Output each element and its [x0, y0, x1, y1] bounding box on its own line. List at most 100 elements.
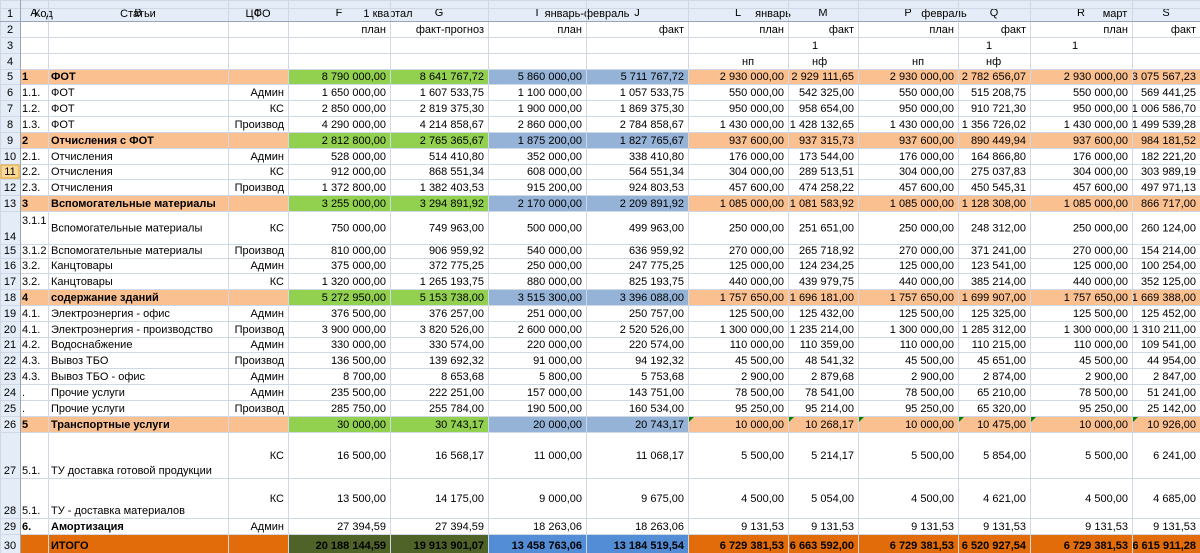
error-indicator-icon[interactable]	[959, 417, 964, 422]
cell-code: .	[22, 387, 25, 399]
row-header-14[interactable]: 14	[4, 231, 16, 243]
row-header-9[interactable]: 9	[7, 135, 13, 147]
row-header-26[interactable]: 26	[4, 419, 16, 431]
row-header-20[interactable]: 20	[4, 324, 16, 336]
cell-code: 5.1.	[22, 465, 40, 477]
cell-value: 915 200,00	[527, 182, 582, 194]
total-q1-fill	[288, 534, 488, 553]
row-header-1[interactable]: 1	[7, 8, 13, 20]
cell-value: 125 000,00	[1073, 260, 1128, 272]
error-indicator-icon[interactable]	[1133, 417, 1138, 422]
column-header-Q[interactable]: Q	[990, 7, 999, 19]
row-header-10[interactable]: 10	[4, 151, 16, 163]
error-indicator-icon[interactable]	[689, 417, 694, 422]
group-q1-fill	[288, 69, 488, 84]
header-fact: факт	[829, 24, 854, 36]
cell-value: 13 500,00	[337, 493, 386, 505]
cell-value: 95 250,00	[905, 403, 954, 415]
row-header-23[interactable]: 23	[4, 371, 16, 383]
column-header-I[interactable]: I	[535, 7, 538, 19]
error-indicator-icon[interactable]	[1031, 417, 1036, 422]
row-header-5[interactable]: 5	[7, 71, 13, 83]
cell-value: 1 428 132,65	[790, 119, 854, 131]
column-header-R[interactable]: R	[1077, 7, 1085, 19]
cell-value: 372 775,25	[429, 260, 484, 272]
cell-value: 220 574,00	[629, 339, 684, 351]
row-header-17[interactable]: 17	[4, 276, 16, 288]
cell-value: 1 300 000,00	[1064, 324, 1128, 336]
row-header-13[interactable]: 13	[4, 198, 16, 210]
column-header-C[interactable]: C	[254, 7, 262, 19]
group-months-fill	[688, 289, 1200, 305]
row-header-25[interactable]: 25	[4, 403, 16, 415]
row-header-19[interactable]: 19	[4, 308, 16, 320]
row-header-6[interactable]: 6	[7, 87, 13, 99]
cell-value: 1 430 000,00	[890, 119, 954, 131]
column-header-P[interactable]: P	[904, 7, 911, 19]
cell-value: 450 545,31	[971, 182, 1026, 194]
cell-value: 2 930 000,00	[890, 71, 954, 83]
column-header-A[interactable]: A	[30, 7, 38, 19]
row-header-27[interactable]: 27	[4, 465, 16, 477]
row-header-30[interactable]: 30	[4, 540, 16, 552]
column-header-J[interactable]: J	[634, 7, 640, 19]
row-header-2[interactable]: 2	[7, 24, 13, 36]
cell-value: 550 000,00	[729, 87, 784, 99]
cell-value: 9 131,53	[911, 521, 954, 533]
cell-value: 2 209 891,92	[620, 198, 684, 210]
header-jan-feb: январь-февраль	[545, 8, 630, 20]
cell-value: 125 000,00	[899, 260, 954, 272]
row-header-8[interactable]: 8	[7, 119, 13, 131]
column-header-F[interactable]: F	[336, 7, 343, 19]
row-header-29[interactable]: 29	[4, 521, 16, 533]
group-q1-fill	[288, 132, 488, 148]
cell-value: 16 500,00	[337, 450, 386, 462]
row-header-11[interactable]: 11	[4, 166, 15, 178]
row-header-12[interactable]: 12	[4, 182, 16, 194]
cell-value: 45 500,00	[905, 355, 954, 367]
row-header-24[interactable]: 24	[4, 387, 16, 399]
column-header-M[interactable]: M	[818, 7, 827, 19]
cell-value: 91 000,00	[533, 355, 582, 367]
cell-value: 304 000,00	[729, 166, 784, 178]
row-header-15[interactable]: 15	[4, 245, 16, 257]
cell-value: 20 743,17	[635, 419, 684, 431]
selected-row-header[interactable]	[0, 164, 20, 179]
cell-value: 6 729 381,53	[720, 540, 784, 552]
cell-value: 270 000,00	[899, 245, 954, 257]
cell-value: 251 651,00	[799, 223, 854, 235]
cell-code: 3.1.1	[22, 215, 46, 227]
cell-value: 4 290 000,00	[322, 119, 386, 131]
row-header-3[interactable]: 3	[7, 40, 13, 52]
row-header-21[interactable]: 21	[4, 339, 16, 351]
column-header-B[interactable]: B	[134, 7, 141, 19]
column-header-L[interactable]: L	[735, 7, 741, 19]
row-header-28[interactable]: 28	[4, 505, 16, 517]
row-header-7[interactable]: 7	[7, 103, 13, 115]
cell-value: 27 394,59	[435, 521, 484, 533]
header-code: Код	[34, 8, 53, 20]
error-indicator-icon[interactable]	[859, 417, 864, 422]
header-articles: Статьи	[120, 8, 156, 20]
column-header-S[interactable]: S	[1162, 7, 1169, 19]
cell-value: 5 800,00	[539, 371, 582, 383]
error-indicator-icon[interactable]	[789, 417, 794, 422]
column-header-G[interactable]: G	[435, 7, 444, 19]
cell-value: 950 000,00	[899, 103, 954, 115]
row-header-4[interactable]: 4	[7, 56, 13, 68]
total-months-fill	[688, 534, 1200, 553]
cell-value: 1 057 533,75	[620, 87, 684, 99]
cell-article: Вспомогательные материалы	[51, 198, 216, 210]
cell-value: 1 128 308,00	[962, 198, 1026, 210]
cell-value: 10 000,00	[1079, 419, 1128, 431]
row-header-16[interactable]: 16	[4, 260, 16, 272]
cell-value: 457 600,00	[899, 182, 954, 194]
cell-value: 1 900 000,00	[518, 103, 582, 115]
row-header-22[interactable]: 22	[4, 355, 16, 367]
row-header-18[interactable]: 18	[4, 292, 16, 304]
cell-article: Отчисления	[51, 182, 113, 194]
cell-value: 352 125,00	[1141, 276, 1196, 288]
